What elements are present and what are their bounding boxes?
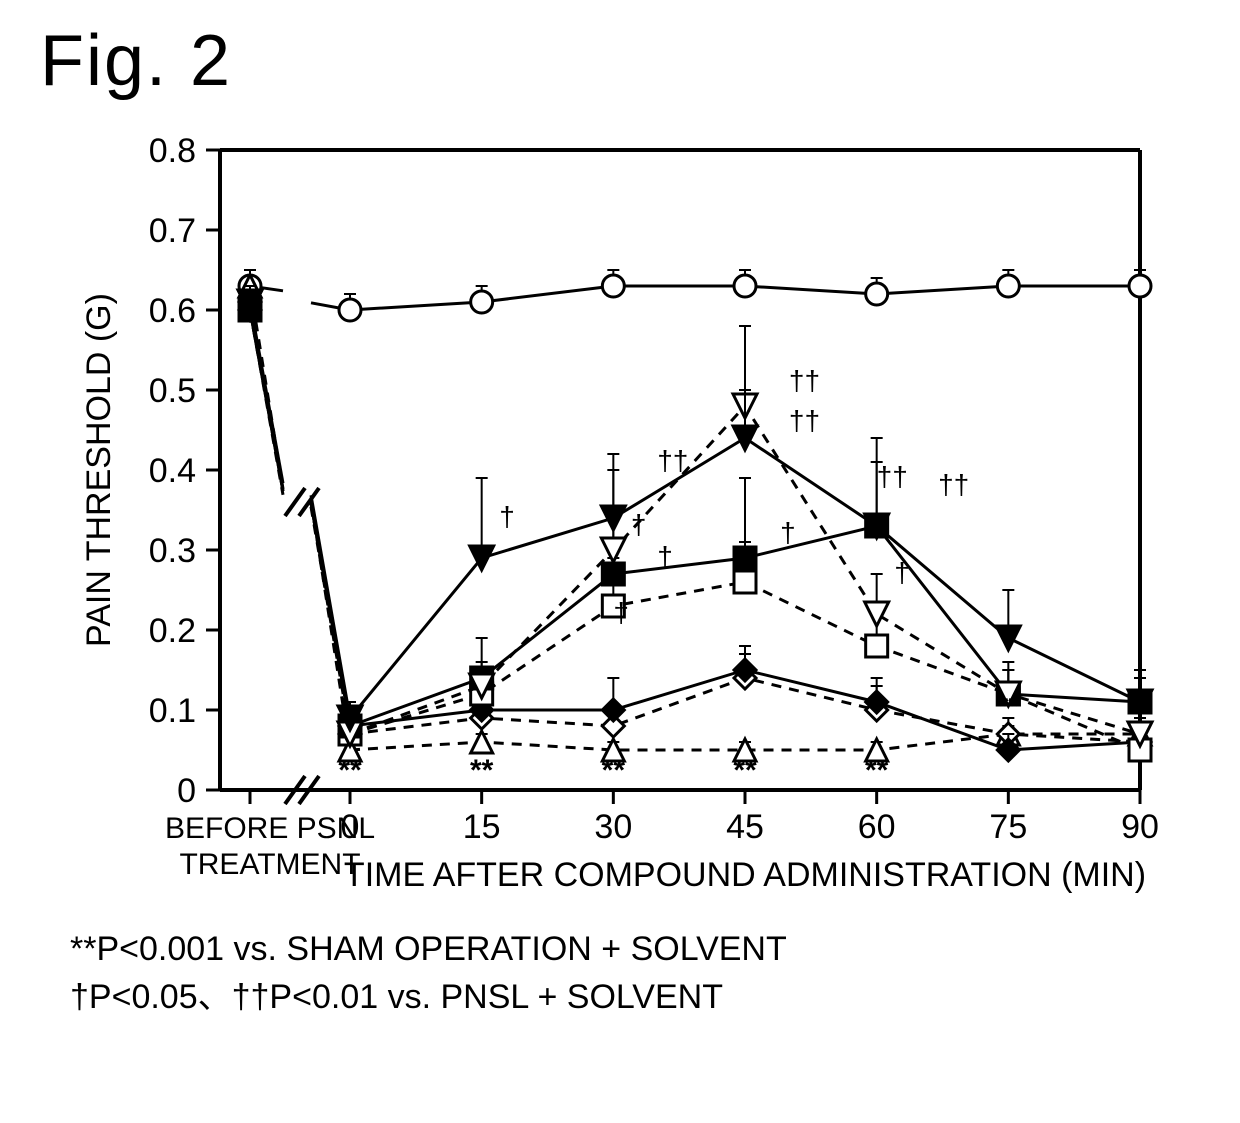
svg-text:BEFORE PSNL: BEFORE PSNL bbox=[165, 812, 375, 845]
svg-text:**: ** bbox=[602, 754, 626, 787]
svg-text:**P<0.001 vs. SHAM OPERATION +: **P<0.001 vs. SHAM OPERATION + SOLVENT bbox=[70, 930, 787, 968]
svg-text:†: † bbox=[657, 541, 673, 572]
svg-text:**: ** bbox=[470, 754, 494, 787]
svg-text:30: 30 bbox=[594, 808, 632, 846]
svg-text:0.8: 0.8 bbox=[149, 132, 196, 170]
svg-text:90: 90 bbox=[1121, 808, 1159, 846]
svg-text:0.1: 0.1 bbox=[149, 692, 196, 730]
svg-text:TIME AFTER COMPOUND ADMINISTRA: TIME AFTER COMPOUND ADMINISTRATION (MIN) bbox=[344, 856, 1146, 894]
svg-text:0: 0 bbox=[177, 772, 196, 810]
svg-text:†: † bbox=[894, 557, 910, 588]
svg-text:15: 15 bbox=[463, 808, 501, 846]
svg-text:45: 45 bbox=[726, 808, 764, 846]
svg-text:**: ** bbox=[733, 754, 757, 787]
svg-text:0.3: 0.3 bbox=[149, 532, 196, 570]
svg-text:††: †† bbox=[657, 445, 688, 476]
svg-text:††: †† bbox=[877, 461, 908, 492]
pain-threshold-chart: 00.10.20.30.40.50.60.70.80153045607590PA… bbox=[0, 0, 1240, 1123]
svg-text:60: 60 bbox=[858, 808, 896, 846]
svg-text:TREATMENT: TREATMENT bbox=[179, 848, 360, 881]
svg-text:†: † bbox=[499, 501, 515, 532]
svg-text:†P<0.05、††P<0.01 vs. PNSL + SO: †P<0.05、††P<0.01 vs. PNSL + SOLVENT bbox=[70, 978, 723, 1016]
svg-text:††: †† bbox=[789, 365, 820, 396]
svg-text:†: † bbox=[631, 509, 647, 540]
svg-text:0.6: 0.6 bbox=[149, 292, 196, 330]
svg-text:PAIN THRESHOLD (G): PAIN THRESHOLD (G) bbox=[80, 293, 118, 647]
svg-text:0.4: 0.4 bbox=[149, 452, 196, 490]
svg-text:75: 75 bbox=[989, 808, 1027, 846]
svg-text:†: † bbox=[613, 597, 629, 628]
svg-text:**: ** bbox=[865, 754, 889, 787]
svg-text:**: ** bbox=[338, 754, 362, 787]
svg-text:†: † bbox=[780, 517, 796, 548]
svg-text:**: ** bbox=[997, 690, 1021, 723]
svg-text:††: †† bbox=[789, 405, 820, 436]
svg-text:††: †† bbox=[938, 469, 969, 500]
svg-text:0.5: 0.5 bbox=[149, 372, 196, 410]
svg-text:0.7: 0.7 bbox=[149, 212, 196, 250]
svg-text:0.2: 0.2 bbox=[149, 612, 196, 650]
